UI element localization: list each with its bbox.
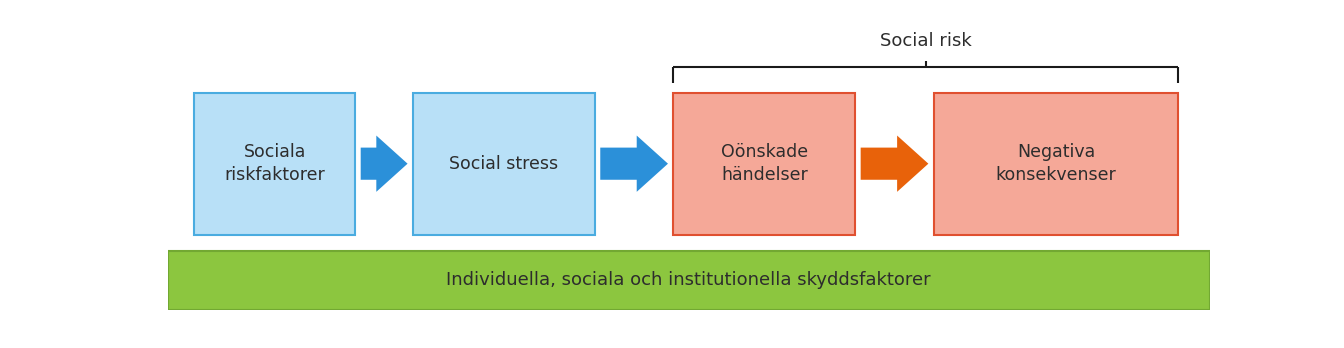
Text: Individuella, sociala och institutionella skyddsfaktorer: Individuella, sociala och institutionell… (446, 271, 931, 289)
FancyBboxPatch shape (673, 93, 855, 235)
Text: Social stress: Social stress (449, 155, 559, 173)
Text: Negativa
konsekvenser: Negativa konsekvenser (996, 143, 1117, 184)
Polygon shape (860, 135, 929, 192)
FancyBboxPatch shape (413, 93, 595, 235)
Text: Sociala
riskfaktorer: Sociala riskfaktorer (224, 143, 325, 184)
Polygon shape (601, 135, 668, 192)
FancyBboxPatch shape (168, 251, 1210, 310)
Polygon shape (360, 135, 407, 192)
FancyBboxPatch shape (194, 93, 355, 235)
Text: Oönskade
händelser: Oönskade händelser (720, 143, 808, 184)
FancyBboxPatch shape (934, 93, 1179, 235)
Text: Social risk: Social risk (880, 32, 972, 50)
